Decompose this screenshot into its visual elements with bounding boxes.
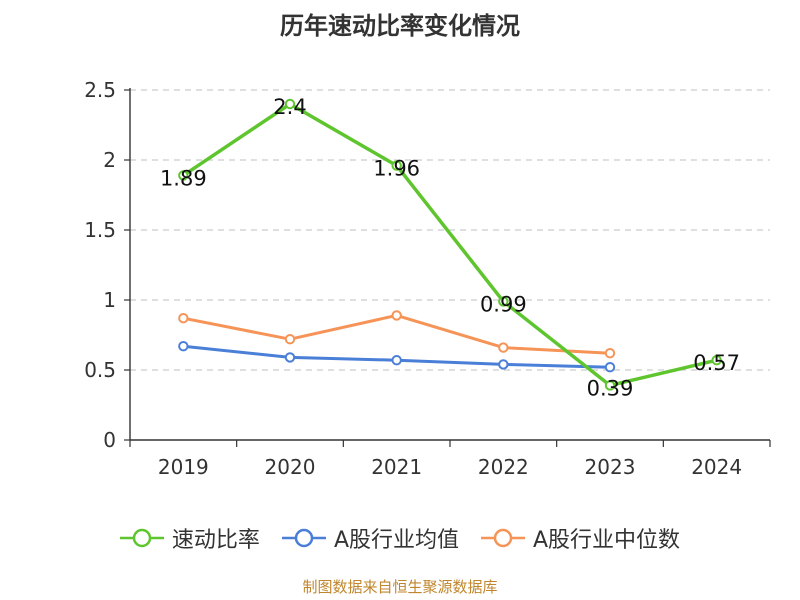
data-point <box>391 310 402 321</box>
y-tick-label: 0 <box>103 428 116 452</box>
data-point <box>284 334 296 345</box>
legend-label: 速动比率 <box>171 528 260 553</box>
chart-title: 历年速动比率变化情况 <box>280 12 520 40</box>
data-point <box>178 313 189 324</box>
data-point <box>284 352 296 363</box>
data-label: 0.39 <box>587 376 634 400</box>
legend-item[interactable]: 速动比率 <box>119 522 260 554</box>
legend-marker-icon <box>481 528 525 548</box>
legend-label: A股行业中位数 <box>533 528 681 553</box>
data-point <box>178 170 189 181</box>
legend: 速动比率 A股行业均值 A股行业中位数 <box>0 518 800 558</box>
grid-lines <box>130 89 770 371</box>
series-line <box>182 102 718 388</box>
data-point <box>604 348 616 359</box>
axes: 0 0.5 1 1.5 2 2.5 2019 2020 2021 2022 2023 2024 <box>84 78 771 479</box>
x-tick-label: 2023 <box>585 455 636 479</box>
data-labels: 1.89 2.4 1.96 0.99 0.39 0.57 <box>160 95 740 400</box>
data-point <box>498 342 509 353</box>
source-note: 制图数据来自恒生聚源数据库 <box>302 578 498 596</box>
data-point <box>498 296 509 307</box>
x-tick-label: 2024 <box>691 455 742 479</box>
data-label: 1.96 <box>373 157 420 181</box>
data-point <box>498 359 509 370</box>
legend-marker-icon <box>119 528 164 548</box>
x-tick-label: 2020 <box>265 455 316 479</box>
x-tick-label: 2019 <box>158 455 209 479</box>
data-point <box>711 355 722 366</box>
data-label: 2.4 <box>273 95 306 119</box>
data-point <box>391 355 402 366</box>
series-lines <box>178 98 722 391</box>
x-tick-label: 2022 <box>478 455 529 479</box>
y-tick-label: 1 <box>103 288 116 312</box>
data-point <box>178 341 189 352</box>
y-tick-label: 1.5 <box>84 218 116 242</box>
y-tick-label: 0.5 <box>84 358 116 382</box>
y-tick-label: 2 <box>103 148 116 172</box>
data-point <box>604 362 616 373</box>
data-point <box>391 160 402 171</box>
legend-item[interactable]: A股行业均值 <box>281 522 459 554</box>
y-tick-label: 2.5 <box>84 78 116 102</box>
data-label: 1.89 <box>160 166 207 190</box>
data-point <box>604 380 616 391</box>
legend-label: A股行业均值 <box>333 528 459 553</box>
data-point <box>284 98 296 110</box>
legend-marker-icon <box>281 528 326 548</box>
legend-item[interactable]: A股行业中位数 <box>481 522 680 554</box>
data-label: 0.99 <box>480 292 527 316</box>
data-label: 0.57 <box>693 351 740 375</box>
x-tick-label: 2021 <box>371 455 422 479</box>
